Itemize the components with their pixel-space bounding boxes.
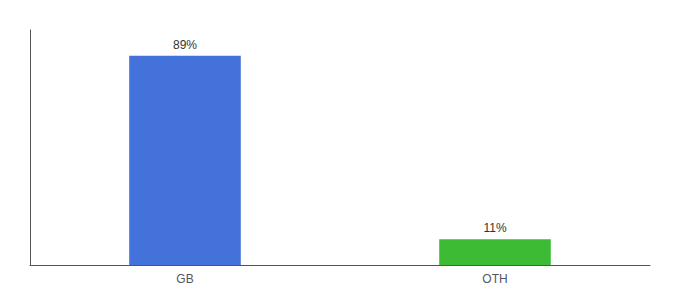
svg-text:OTH: OTH xyxy=(482,272,507,286)
svg-text:89%: 89% xyxy=(173,38,197,52)
svg-text:11%: 11% xyxy=(483,221,506,235)
svg-text:GB: GB xyxy=(176,272,193,286)
